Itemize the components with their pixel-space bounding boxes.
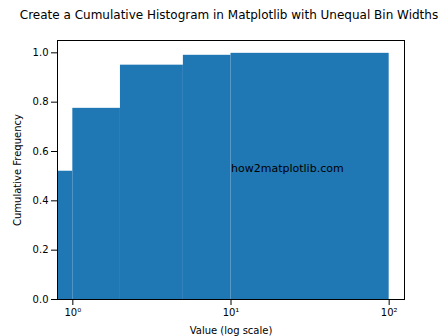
svg-text:10¹: 10¹ [223,307,240,318]
svg-text:0.2: 0.2 [33,244,49,255]
svg-text:how2matplotlib.com: how2matplotlib.com [231,162,344,175]
svg-text:1.0: 1.0 [33,47,49,58]
svg-text:0.4: 0.4 [33,195,49,206]
svg-text:0.6: 0.6 [33,146,49,157]
svg-text:10²: 10² [381,307,398,318]
svg-text:0.8: 0.8 [33,96,49,107]
svg-text:Cumulative Frequency: Cumulative Frequency [12,114,23,226]
svg-text:Value (log scale): Value (log scale) [190,325,273,336]
svg-text:10⁰: 10⁰ [64,307,81,318]
svg-text:0.0: 0.0 [33,294,49,305]
html-text:Create a Cumulative Histogram: Create a Cumulative Histogram in Matplot… [19,8,439,22]
